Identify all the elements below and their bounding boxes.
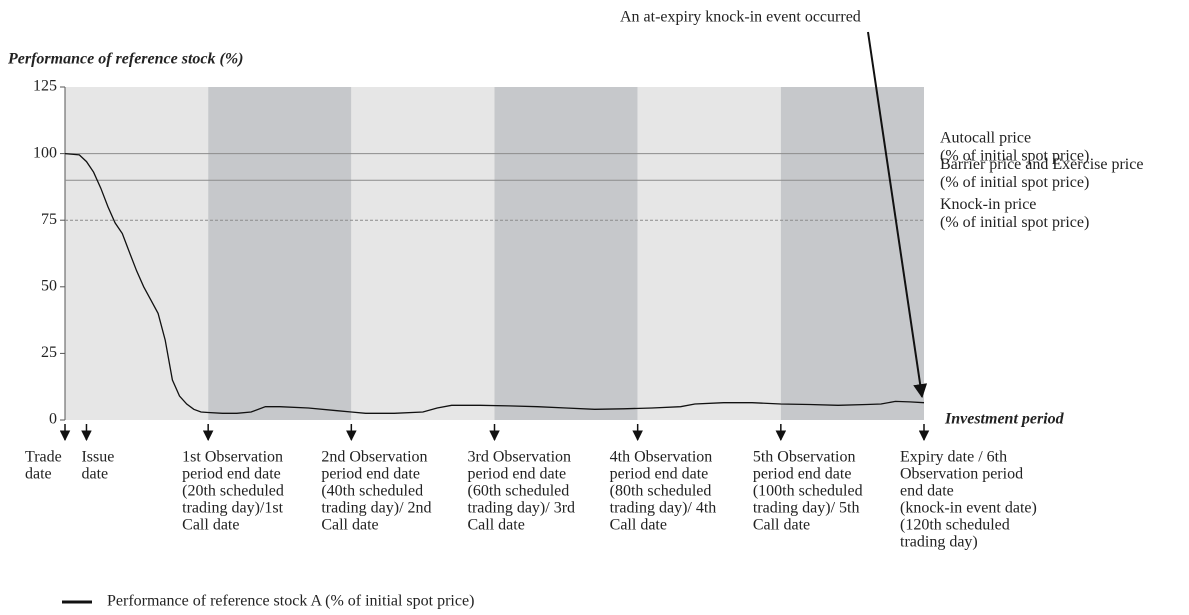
y-tick-label: 75 [41, 211, 57, 228]
date-label: period end date [321, 466, 420, 483]
date-label: Call date [468, 517, 525, 534]
period-band [494, 87, 638, 420]
y-tick-label: 125 [33, 78, 57, 95]
date-label: (120th scheduled [900, 517, 1010, 534]
date-label: period end date [610, 466, 709, 483]
date-label: trading day)/ 2nd [321, 500, 431, 517]
date-label: 1st Observation [182, 449, 283, 466]
reference-label: Barrier price and Exercise price [940, 156, 1143, 173]
date-label: trading day) [900, 534, 978, 551]
reference-label: (% of initial spot price) [940, 147, 1089, 164]
date-label: Call date [321, 517, 378, 534]
period-band [351, 87, 495, 420]
reference-label: Autocall price [940, 129, 1031, 146]
legend-label: Performance of reference stock A (% of i… [107, 593, 474, 610]
date-label: Observation period [900, 466, 1023, 483]
date-label: 3rd Observation [468, 449, 572, 466]
date-label: trading day)/1st [182, 500, 283, 517]
date-label: date [25, 466, 52, 483]
date-label: 2nd Observation [321, 449, 427, 466]
annotation-arrow [867, 31, 928, 399]
date-label: (20th scheduled [182, 483, 284, 500]
date-label: trading day)/ 5th [753, 500, 860, 517]
reference-label: (% of initial spot price) [940, 214, 1089, 231]
reference-label: (% of initial spot price) [940, 174, 1089, 191]
date-label: Call date [753, 517, 810, 534]
date-label: 4th Observation [610, 449, 713, 466]
date-label: (60th scheduled [468, 483, 570, 500]
date-label: trading day)/ 3rd [468, 500, 576, 517]
date-label: period end date [182, 466, 281, 483]
period-band [65, 87, 209, 420]
period-band [780, 87, 924, 420]
period-band [208, 87, 352, 420]
y-axis-title: Performance of reference stock (%) [7, 51, 243, 68]
x-axis-title: Investment period [944, 411, 1065, 428]
date-label: (100th scheduled [753, 483, 863, 500]
date-label: (knock-in event date) [900, 500, 1037, 517]
date-label: 5th Observation [753, 449, 856, 466]
reference-label: Knock-in price [940, 196, 1036, 213]
date-label: date [81, 466, 108, 483]
date-label: Trade [25, 449, 62, 466]
date-label: Call date [182, 517, 239, 534]
date-label: period end date [468, 466, 567, 483]
y-tick-label: 25 [41, 344, 57, 361]
date-label: Expiry date / 6th [900, 449, 1007, 466]
annotation-text: An at-expiry knock-in event occurred [620, 9, 861, 26]
y-tick-label: 50 [41, 277, 57, 294]
date-label: trading day)/ 4th [610, 500, 717, 517]
period-band [637, 87, 781, 420]
date-label: end date [900, 483, 954, 500]
series-line [64, 152, 925, 414]
date-label: (40th scheduled [321, 483, 423, 500]
y-tick-label: 100 [33, 144, 57, 161]
y-tick-label: 0 [49, 411, 57, 428]
date-label: (80th scheduled [610, 483, 712, 500]
date-label: Call date [610, 517, 667, 534]
date-label: Issue [81, 449, 114, 466]
date-label: period end date [753, 466, 852, 483]
